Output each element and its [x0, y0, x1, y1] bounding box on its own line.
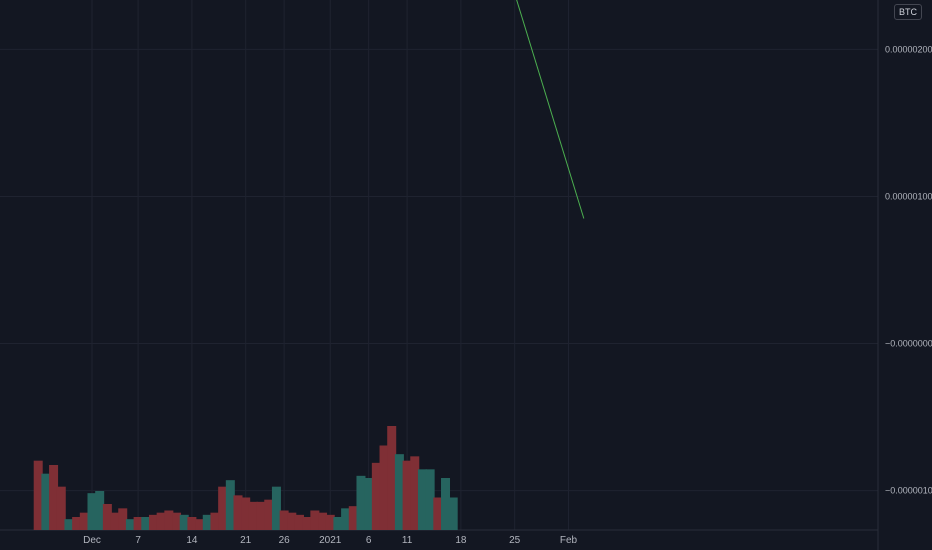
volume-bar — [56, 486, 66, 530]
volume-bar — [172, 512, 182, 530]
volume-bar — [33, 460, 43, 530]
volume-bar — [387, 426, 397, 530]
volume-bar — [125, 519, 135, 530]
volume-bar — [210, 512, 220, 530]
x-tick-label: 14 — [186, 535, 198, 546]
volume-bar — [318, 512, 328, 530]
volume-bar — [325, 514, 335, 530]
currency-badge[interactable]: BTC — [894, 4, 922, 20]
y-tick-label: −0.00000000 — [885, 339, 932, 349]
volume-bar — [64, 519, 74, 530]
volume-bar — [187, 517, 197, 530]
volume-bar — [441, 478, 451, 530]
volume-bar — [202, 514, 212, 530]
y-tick-label: −0.00000100 — [885, 486, 932, 496]
volume-bar — [87, 493, 97, 530]
x-tick-label: 11 — [402, 535, 413, 546]
volume-bar — [195, 519, 205, 530]
volume-bar — [118, 508, 128, 530]
volume-bar — [279, 510, 289, 530]
volume-bar — [287, 512, 297, 530]
volume-bar — [379, 445, 389, 530]
volume-bar — [302, 517, 312, 530]
y-tick-label: 0.00000200 — [885, 44, 932, 54]
volume-bar — [402, 460, 412, 530]
volume-bar — [41, 473, 51, 530]
volume-bar — [179, 514, 189, 530]
volume-bar — [164, 510, 174, 530]
volume-bar — [110, 512, 120, 530]
volume-bar — [72, 517, 82, 530]
volume-bar — [218, 486, 228, 530]
x-tick-label: 25 — [509, 535, 521, 546]
volume-bar — [394, 454, 404, 530]
volume-bar — [102, 504, 112, 530]
volume-bar — [410, 456, 420, 530]
x-tick-label: 21 — [240, 535, 252, 546]
volume-bar — [256, 501, 266, 530]
volume-bar — [241, 497, 251, 530]
volume-bar — [425, 469, 435, 530]
y-tick-label: 0.00000100 — [885, 191, 932, 201]
volume-bar — [371, 462, 381, 530]
volume-bar — [364, 478, 374, 530]
volume-bar — [264, 499, 274, 530]
volume-bar — [233, 495, 243, 530]
volume-bar — [49, 465, 59, 530]
x-tick-label: Feb — [560, 535, 578, 546]
x-tick-label: 26 — [279, 535, 291, 546]
volume-bar — [95, 491, 105, 530]
volume-bar — [348, 506, 358, 530]
x-tick-label: 2021 — [319, 535, 342, 546]
volume-bar — [433, 497, 443, 530]
volume-bar — [417, 469, 427, 530]
volume-bar — [341, 508, 351, 530]
volume-bar — [271, 486, 281, 530]
volume-bar — [225, 480, 235, 530]
volume-bar — [141, 517, 151, 530]
volume-bar — [448, 497, 458, 530]
x-tick-label: Dec — [83, 535, 101, 546]
volume-bar — [333, 517, 343, 530]
volume-bar — [248, 501, 258, 530]
volume-bar — [79, 512, 89, 530]
volume-bar — [156, 512, 166, 530]
x-tick-label: 18 — [455, 535, 467, 546]
volume-bar — [310, 510, 320, 530]
volume-bar — [294, 514, 304, 530]
volume-bar — [133, 517, 143, 530]
x-tick-label: 7 — [135, 535, 141, 546]
volume-bar — [356, 475, 366, 530]
volume-bar — [148, 514, 158, 530]
x-tick-label: 6 — [366, 535, 372, 546]
